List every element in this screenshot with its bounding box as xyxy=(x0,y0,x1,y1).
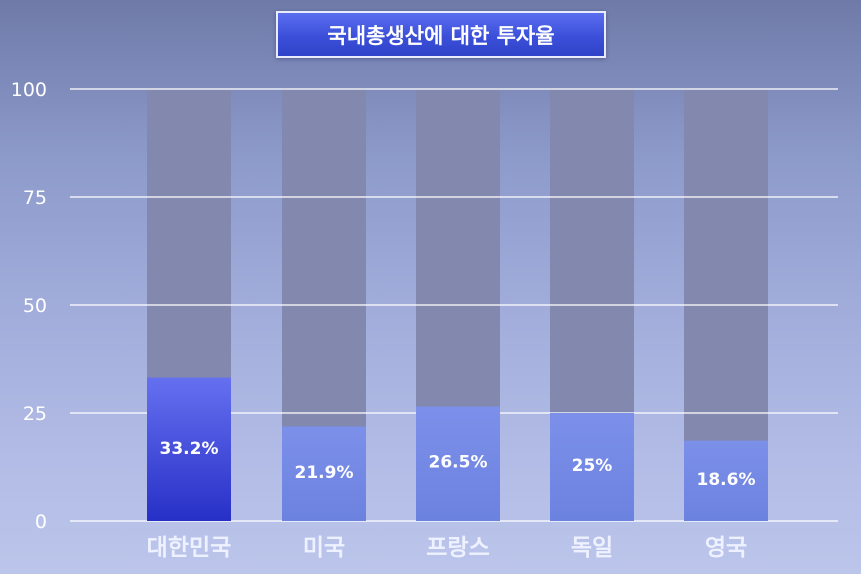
bar xyxy=(416,406,500,521)
bar xyxy=(147,377,231,521)
bar-value-label: 25% xyxy=(572,456,613,476)
y-tick-label: 50 xyxy=(23,295,47,317)
x-axis-labels: 대한민국 미국 프랑스 독일 영국 xyxy=(147,535,747,561)
bar-value-label: 33.2% xyxy=(160,439,219,459)
bar-value-label: 18.6% xyxy=(697,470,756,490)
y-tick-label: 75 xyxy=(23,187,47,209)
y-tick-label: 25 xyxy=(23,403,47,425)
category-label: 영국 xyxy=(705,535,747,561)
chart-title: 국내총생산에 대한 투자율 xyxy=(276,11,606,58)
y-tick-label: 100 xyxy=(11,79,47,101)
bar xyxy=(684,440,768,521)
bars: 33.2% 21.9% 26.5% 25% 18.6% xyxy=(147,377,768,521)
y-axis-labels: 0 25 50 75 100 xyxy=(11,79,47,533)
bar xyxy=(282,426,366,521)
category-label: 대한민국 xyxy=(147,535,232,561)
category-label: 미국 xyxy=(303,535,345,561)
category-label: 프랑스 xyxy=(426,535,489,561)
bar-value-label: 26.5% xyxy=(429,452,488,472)
bar-value-label: 21.9% xyxy=(295,463,354,483)
category-label: 독일 xyxy=(571,535,613,561)
bar xyxy=(550,413,634,521)
y-tick-label: 0 xyxy=(35,511,47,533)
